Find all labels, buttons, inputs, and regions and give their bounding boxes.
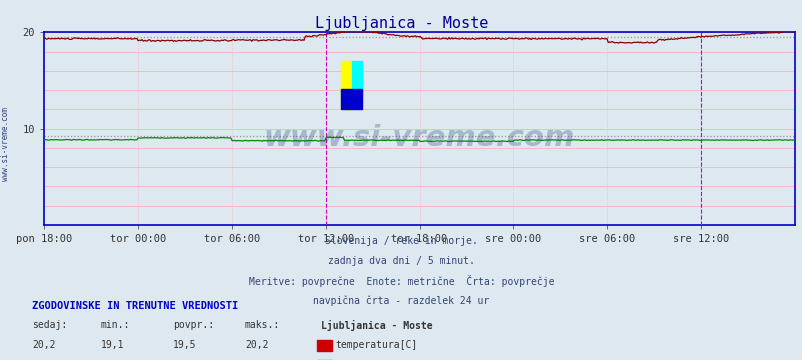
Bar: [352, 61, 362, 95]
Text: sedaj:: sedaj:: [32, 320, 67, 330]
Text: ZGODOVINSKE IN TRENUTNE VREDNOSTI: ZGODOVINSKE IN TRENUTNE VREDNOSTI: [32, 301, 238, 311]
Text: maks.:: maks.:: [245, 320, 280, 330]
Text: 20,2: 20,2: [32, 340, 55, 350]
Text: temperatura[C]: temperatura[C]: [335, 340, 417, 350]
Text: 19,5: 19,5: [172, 340, 196, 350]
Text: navpična črta - razdelek 24 ur: navpična črta - razdelek 24 ur: [313, 295, 489, 306]
Text: povpr.:: povpr.:: [172, 320, 213, 330]
Bar: [340, 61, 352, 109]
Text: min.:: min.:: [100, 320, 130, 330]
Text: www.si-vreme.com: www.si-vreme.com: [1, 107, 10, 181]
Text: Slovenija / reke in morje.: Slovenija / reke in morje.: [325, 236, 477, 246]
Text: Ljubljanica - Moste: Ljubljanica - Moste: [314, 16, 488, 31]
Text: 19,1: 19,1: [100, 340, 124, 350]
Bar: [340, 89, 362, 109]
Text: 20,2: 20,2: [245, 340, 268, 350]
Text: Meritve: povprečne  Enote: metrične  Črta: povprečje: Meritve: povprečne Enote: metrične Črta:…: [249, 275, 553, 287]
Text: www.si-vreme.com: www.si-vreme.com: [264, 124, 574, 152]
Text: zadnja dva dni / 5 minut.: zadnja dva dni / 5 minut.: [328, 256, 474, 266]
Text: Ljubljanica - Moste: Ljubljanica - Moste: [321, 320, 432, 332]
